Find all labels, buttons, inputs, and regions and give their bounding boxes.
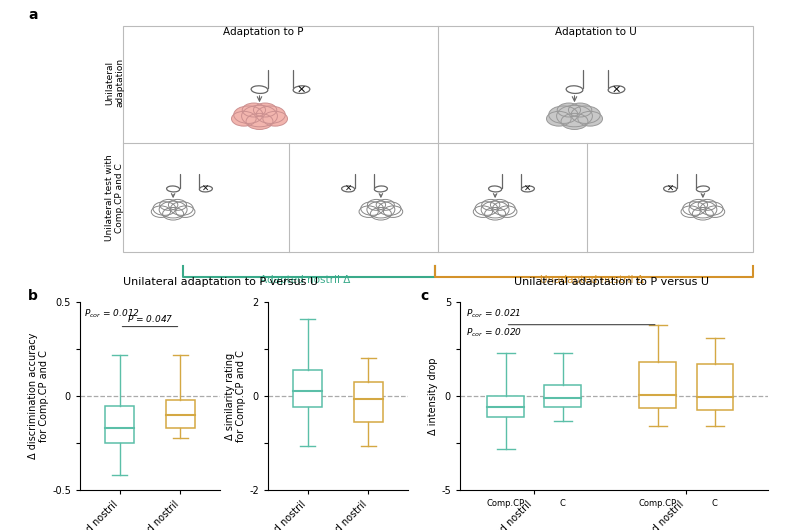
Text: Adaptation to U: Adaptation to U — [554, 27, 636, 37]
Text: Comp.CP: Comp.CP — [486, 499, 525, 508]
Bar — [293, 370, 322, 407]
Circle shape — [692, 207, 714, 220]
Circle shape — [571, 106, 600, 123]
Text: $P$ = 0.047: $P$ = 0.047 — [127, 313, 173, 324]
Bar — [166, 400, 195, 428]
Ellipse shape — [664, 186, 677, 192]
Circle shape — [378, 202, 401, 215]
Circle shape — [254, 103, 277, 117]
Circle shape — [549, 106, 578, 123]
Text: C: C — [712, 499, 718, 508]
Text: c: c — [420, 289, 428, 303]
Circle shape — [557, 105, 593, 127]
Circle shape — [359, 206, 378, 217]
Text: Adaptation to P: Adaptation to P — [222, 27, 303, 37]
Circle shape — [153, 202, 176, 215]
Circle shape — [481, 201, 509, 218]
Circle shape — [256, 106, 286, 123]
Circle shape — [698, 199, 716, 210]
Y-axis label: Δ similarity rating
for Comp.CP and C: Δ similarity rating for Comp.CP and C — [225, 350, 246, 442]
Text: $P_{cor}$ = 0.020: $P_{cor}$ = 0.020 — [466, 326, 522, 339]
Circle shape — [367, 201, 395, 218]
Circle shape — [246, 113, 273, 129]
Circle shape — [162, 207, 184, 220]
Circle shape — [242, 103, 266, 117]
Bar — [639, 363, 676, 409]
Bar — [545, 385, 581, 407]
Ellipse shape — [522, 186, 534, 192]
Text: $P_{cor}$ = 0.021: $P_{cor}$ = 0.021 — [466, 308, 522, 320]
Ellipse shape — [293, 86, 310, 93]
Circle shape — [151, 206, 170, 217]
Circle shape — [176, 206, 195, 217]
Text: Unadapted nostril Δ: Unadapted nostril Δ — [540, 275, 644, 285]
Circle shape — [690, 199, 707, 210]
Circle shape — [367, 199, 386, 210]
Text: Unilateral adaptation to P versus U: Unilateral adaptation to P versus U — [514, 277, 710, 287]
Circle shape — [682, 202, 706, 215]
Text: $P_{cor}$ = 0.012: $P_{cor}$ = 0.012 — [84, 308, 140, 320]
Circle shape — [475, 202, 498, 215]
Bar — [354, 382, 383, 422]
Circle shape — [498, 206, 517, 217]
Text: C: C — [560, 499, 566, 508]
Text: ✕: ✕ — [612, 85, 621, 95]
Text: ✕: ✕ — [202, 184, 210, 193]
Y-axis label: Δ discrimination accuracy
for Comp.CP and C: Δ discrimination accuracy for Comp.CP an… — [28, 333, 50, 460]
Text: ✕: ✕ — [666, 184, 674, 193]
Text: Unilateral
adaptation: Unilateral adaptation — [105, 58, 124, 107]
Bar — [105, 405, 134, 443]
Circle shape — [569, 103, 592, 117]
Circle shape — [689, 201, 717, 218]
Circle shape — [681, 206, 700, 217]
Ellipse shape — [489, 186, 502, 192]
Bar — [697, 364, 733, 410]
Ellipse shape — [696, 186, 710, 192]
Text: b: b — [28, 289, 38, 303]
Circle shape — [474, 206, 493, 217]
Circle shape — [231, 111, 256, 126]
Circle shape — [170, 202, 194, 215]
Circle shape — [561, 113, 588, 129]
Circle shape — [706, 206, 725, 217]
Circle shape — [361, 202, 383, 215]
Ellipse shape — [199, 186, 212, 192]
Text: a: a — [28, 8, 38, 22]
Circle shape — [160, 199, 178, 210]
Y-axis label: Δ intensity drop: Δ intensity drop — [429, 357, 438, 435]
Circle shape — [700, 202, 723, 215]
Text: ✕: ✕ — [297, 85, 306, 95]
Circle shape — [485, 207, 506, 220]
Circle shape — [482, 199, 500, 210]
Text: Adapted nostril Δ: Adapted nostril Δ — [260, 275, 350, 285]
Circle shape — [578, 111, 602, 126]
Circle shape — [234, 106, 263, 123]
Bar — [487, 396, 524, 417]
Text: ✕: ✕ — [524, 184, 531, 193]
Circle shape — [159, 201, 187, 218]
Circle shape — [546, 111, 571, 126]
Circle shape — [242, 105, 278, 127]
Circle shape — [376, 199, 394, 210]
Ellipse shape — [166, 186, 180, 192]
Ellipse shape — [374, 186, 387, 192]
Ellipse shape — [608, 86, 625, 93]
Circle shape — [493, 202, 515, 215]
Circle shape — [169, 199, 186, 210]
Text: Comp.CP: Comp.CP — [638, 499, 677, 508]
Circle shape — [263, 111, 287, 126]
Ellipse shape — [342, 186, 354, 192]
Text: Unilateral test with
Comp.CP and C: Unilateral test with Comp.CP and C — [105, 154, 124, 241]
Circle shape — [370, 207, 391, 220]
Text: ✕: ✕ — [345, 184, 352, 193]
Ellipse shape — [566, 86, 583, 93]
Circle shape — [383, 206, 402, 217]
Ellipse shape — [251, 86, 268, 93]
Text: Unilateral adaptation to P versus U: Unilateral adaptation to P versus U — [122, 277, 318, 287]
Circle shape — [490, 199, 509, 210]
Circle shape — [558, 103, 581, 117]
